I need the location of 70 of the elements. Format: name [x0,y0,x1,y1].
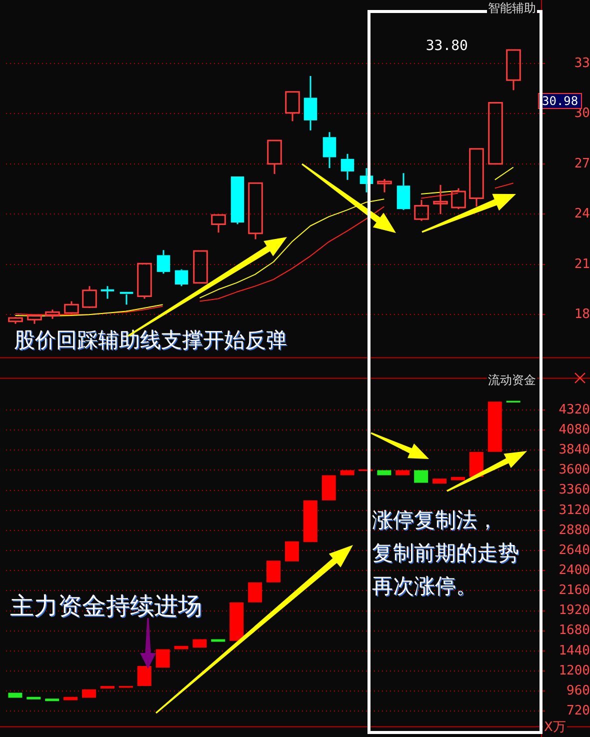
candlestick [396,172,410,211]
y-tick-label: 3120 [558,502,590,518]
chart-title: 流动资金 [487,372,537,389]
candlestick [248,182,263,240]
annotation: 涨停复制法， [372,507,498,534]
bar [82,689,96,698]
y-tick-label: 2640 [558,542,590,558]
text: 30.98 [538,93,582,109]
candlestick [469,148,484,208]
y-tick-label: 3840 [558,442,590,458]
y-tick-label: 3360 [558,482,590,498]
bar [396,470,410,476]
y-tick-label: 2880 [558,522,590,538]
y-tick-label: 1440 [558,643,590,658]
candlestick [433,184,448,215]
y-tick-label: 2160 [558,583,590,598]
bar [432,478,447,484]
bar [100,686,114,689]
bar [174,646,188,650]
y-tick-label: 33 [574,56,590,71]
candlestick [267,140,282,175]
y-tick-label: 1200 [558,663,590,678]
y-tick-label: 27 [574,156,590,172]
bar [8,692,22,698]
y-tick-label: 21 [574,256,590,272]
y-tick-label: 3600 [558,462,590,478]
y-tick-label: 4080 [558,422,590,438]
y-tick-label: 720 [566,704,590,719]
y-tick-label: 1680 [558,623,590,638]
bar [303,500,318,542]
bar [26,696,41,700]
y-tick-label: 1920 [558,603,590,618]
bar [322,475,336,500]
candlestick [304,75,318,132]
chart-title: 智能辅助 [487,0,537,17]
bar [340,470,354,476]
candlestick [285,91,300,122]
candlestick [174,268,188,287]
annotation: 33.80 [426,38,468,54]
bar [45,698,60,702]
candlestick [120,291,134,306]
bar [266,560,281,582]
candlestick [156,249,170,274]
y-tick-label: 4320 [558,402,590,418]
bar [192,639,207,648]
y-tick-label: 18 [574,307,590,322]
candlestick [322,131,336,169]
annotation: 再次涨停。 [372,573,477,600]
bar [414,470,428,483]
y-tick-label: 2400 [558,562,590,578]
candlestick [377,178,392,194]
bar [488,402,502,452]
bar [64,696,78,700]
candlestick [100,285,114,300]
annotation: 复制前期的走势 [372,540,519,567]
bar [377,470,392,476]
annotation: 股价回踩辅助线支撑开始反弹 [14,327,287,354]
y-tick-label: 24 [574,206,590,222]
bar [248,582,262,602]
candlestick [340,153,354,181]
y-axis-title: X万 [543,718,567,736]
candlestick [230,176,244,225]
annotation: 主力资金持续进场 [10,591,202,622]
y-tick-label: 960 [566,683,590,698]
candlestick [506,49,521,91]
bar [450,476,465,480]
bar [211,639,226,642]
bar [284,541,299,562]
bar [230,602,244,641]
candlestick [211,214,226,234]
